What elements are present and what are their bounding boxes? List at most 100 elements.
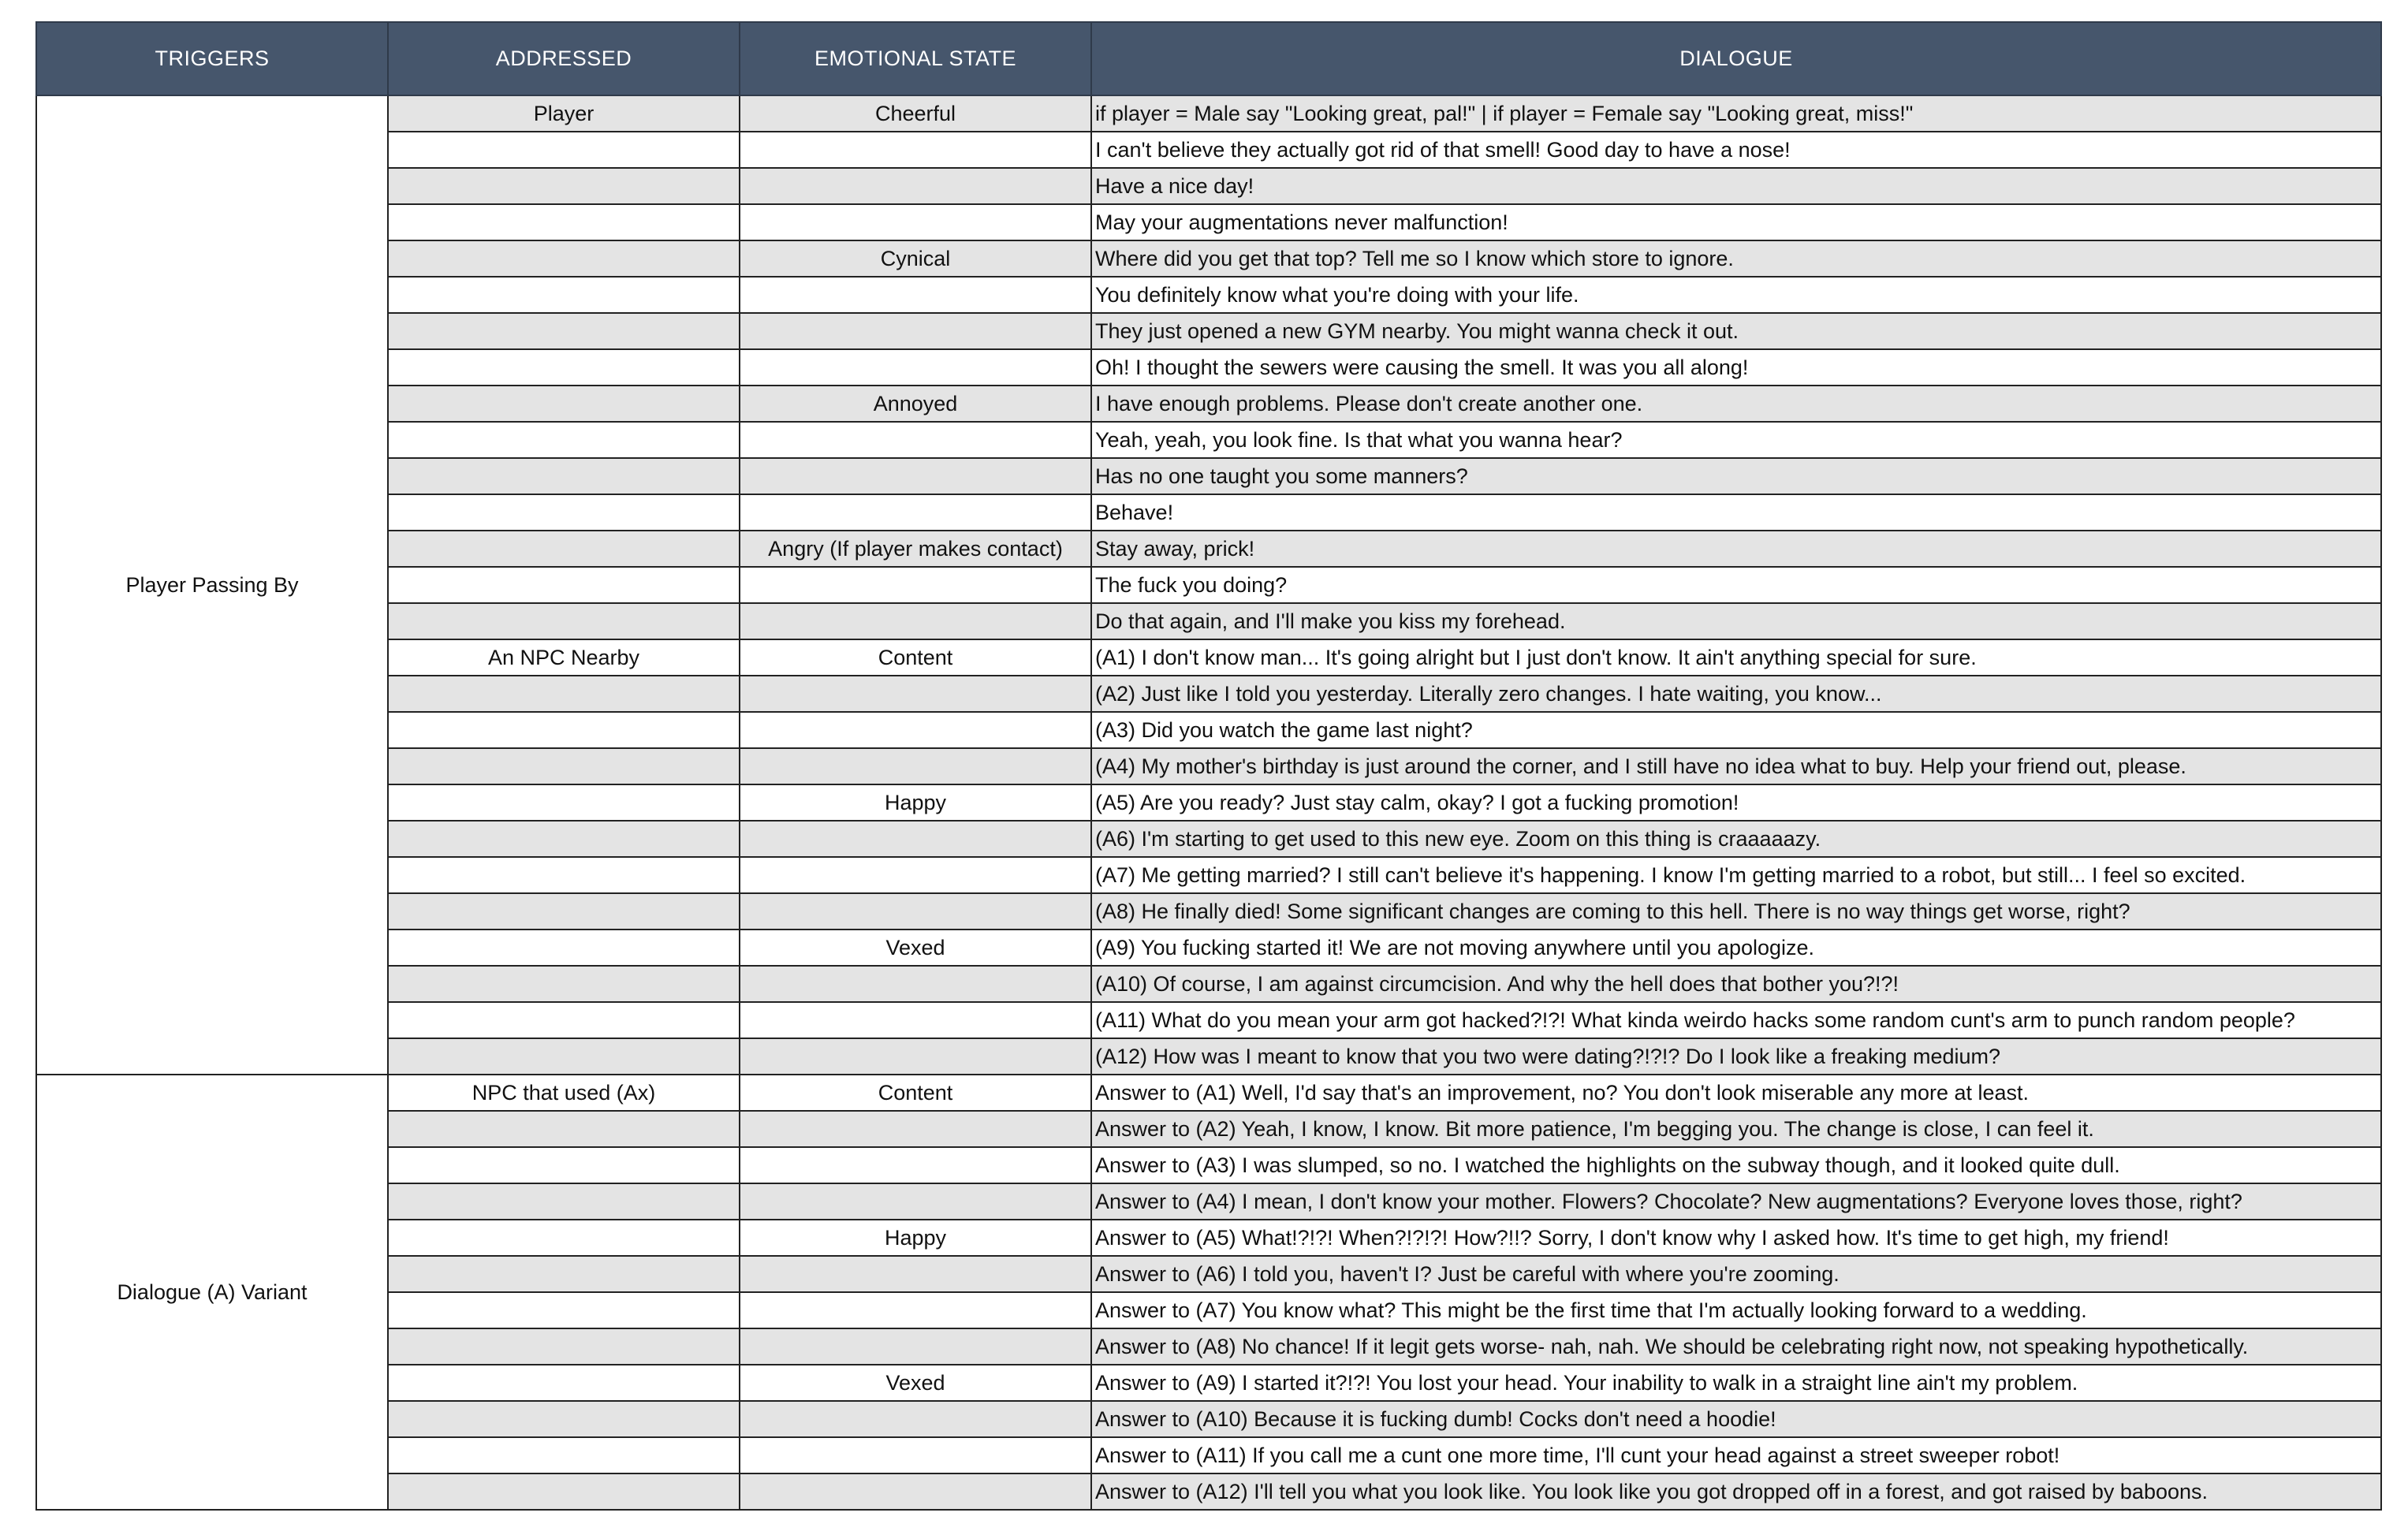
table-row: Answer to (A11) If you call me a cunt on… — [36, 1436, 2382, 1474]
emotional-state-cell: Angry (If player makes contact) — [739, 530, 1092, 568]
table-row: Vexed (A9) You fucking started it! We are… — [36, 929, 2382, 967]
dialogue-cell: (A6) I'm starting to get used to this ne… — [1090, 820, 2382, 858]
table-row: Player Passing By Player Cheerful if player… — [35, 95, 2382, 1075]
dialogue-cell: I have enough problems. Please don't cre… — [1090, 385, 2382, 423]
addressed-cell: An NPC Nearby — [387, 639, 740, 676]
dialogue-table: TRIGGERS ADDRESSED EMOTIONAL STATE DIALO… — [35, 21, 2382, 1511]
emotional-state-cell — [739, 566, 1092, 604]
emotional-state-cell — [739, 1400, 1092, 1438]
emotional-state-cell — [739, 457, 1092, 495]
emotional-state-cell — [739, 711, 1092, 749]
emotional-state-cell: Vexed — [739, 1364, 1092, 1402]
dialogue-cell: Answer to (A1) Well, I'd say that's an i… — [1090, 1074, 2382, 1112]
dialogue-cell: Answer to (A4) I mean, I don't know your… — [1090, 1183, 2382, 1220]
table-row: Has no one taught you some manners? — [36, 457, 2382, 495]
addressed-cell — [387, 675, 740, 713]
emotional-state-cell: Annoyed — [739, 385, 1092, 423]
emotional-state-cell — [739, 1473, 1092, 1511]
emotional-state-cell: Content — [739, 1074, 1092, 1112]
dialogue-cell: Do that again, and I'll make you kiss my… — [1090, 602, 2382, 640]
addressed-cell — [387, 167, 740, 205]
table-row: (A10) Of course, I am against circumcisi… — [36, 965, 2382, 1003]
table-row: (A12) How was I meant to know that you t… — [36, 1038, 2382, 1075]
addressed-cell — [387, 312, 740, 350]
table-row: Cynical Where did you get that top? Tell … — [36, 240, 2382, 278]
addressed-cell — [387, 1473, 740, 1511]
emotional-state-cell — [739, 675, 1092, 713]
table-row: (A8) He finally died! Some significant c… — [36, 892, 2382, 930]
dialogue-cell: Answer to (A6) I told you, haven't I? Ju… — [1090, 1255, 2382, 1293]
dialogue-cell: if player = Male say "Looking great, pal… — [1090, 95, 2382, 132]
dialogue-cell: They just opened a new GYM nearby. You m… — [1090, 312, 2382, 350]
table-row: (A2) Just like I told you yesterday. Lit… — [36, 675, 2382, 713]
table-row: Answer to (A7) You know what? This might… — [36, 1291, 2382, 1329]
emotional-state-cell — [739, 856, 1092, 894]
dialogue-cell: (A7) Me getting married? I still can't b… — [1090, 856, 2382, 894]
addressed-cell — [387, 784, 740, 821]
addressed-cell — [387, 747, 740, 785]
addressed-cell — [387, 711, 740, 749]
table-row: (A4) My mother's birthday is just around… — [36, 747, 2382, 785]
emotional-state-cell: Cynical — [739, 240, 1092, 278]
addressed-cell — [387, 1110, 740, 1148]
table-row: Answer to (A8) No chance! If it legit ge… — [36, 1328, 2382, 1365]
dialogue-cell: (A3) Did you watch the game last night? — [1090, 711, 2382, 749]
table-row: Do that again, and I'll make you kiss my… — [36, 602, 2382, 640]
addressed-cell — [387, 421, 740, 459]
addressed-cell — [387, 1328, 740, 1365]
table-row: Yeah, yeah, you look fine. Is that what … — [36, 421, 2382, 459]
addressed-cell: Player — [387, 95, 740, 132]
dialogue-cell: The fuck you doing? — [1090, 566, 2382, 604]
header-triggers: TRIGGERS — [35, 21, 389, 96]
dialogue-cell: I can't believe they actually got rid of… — [1090, 131, 2382, 169]
addressed-cell — [387, 1400, 740, 1438]
addressed-cell — [387, 820, 740, 858]
addressed-cell — [387, 965, 740, 1003]
table-row: May your augmentations never malfunction… — [36, 203, 2382, 241]
table-row: The fuck you doing? — [36, 566, 2382, 604]
table-row: (A11) What do you mean your arm got hack… — [36, 1001, 2382, 1039]
addressed-cell — [387, 1291, 740, 1329]
table-row: Answer to (A12) I'll tell you what you l… — [36, 1473, 2382, 1511]
emotional-state-cell — [739, 348, 1092, 386]
addressed-cell — [387, 1364, 740, 1402]
emotional-state-cell — [739, 965, 1092, 1003]
addressed-cell — [387, 240, 740, 278]
emotional-state-cell — [739, 312, 1092, 350]
addressed-cell — [387, 566, 740, 604]
emotional-state-cell — [739, 131, 1092, 169]
emotional-state-cell: Cheerful — [739, 95, 1092, 132]
emotional-state-cell — [739, 1291, 1092, 1329]
table-row: I can't believe they actually got rid of… — [36, 131, 2382, 169]
emotional-state-cell — [739, 203, 1092, 241]
table-row: (A7) Me getting married? I still can't b… — [36, 856, 2382, 894]
dialogue-cell: May your augmentations never malfunction… — [1090, 203, 2382, 241]
dialogue-cell: Has no one taught you some manners? — [1090, 457, 2382, 495]
dialogue-cell: You definitely know what you're doing wi… — [1090, 276, 2382, 314]
addressed-cell — [387, 457, 740, 495]
table-row: They just opened a new GYM nearby. You m… — [36, 312, 2382, 350]
table-row: Answer to (A3) I was slumped, so no. I w… — [36, 1146, 2382, 1184]
dialogue-cell: Have a nice day! — [1090, 167, 2382, 205]
table-row: (A6) I'm starting to get used to this ne… — [36, 820, 2382, 858]
emotional-state-cell: Happy — [739, 784, 1092, 821]
dialogue-cell: Answer to (A7) You know what? This might… — [1090, 1291, 2382, 1329]
addressed-cell — [387, 131, 740, 169]
dialogue-cell: Answer to (A10) Because it is fucking du… — [1090, 1400, 2382, 1438]
header-addressed: ADDRESSED — [387, 21, 740, 96]
dialogue-cell: (A2) Just like I told you yesterday. Lit… — [1090, 675, 2382, 713]
addressed-cell — [387, 1146, 740, 1184]
emotional-state-cell — [739, 167, 1092, 205]
dialogue-cell: Behave! — [1090, 494, 2382, 531]
dialogue-cell: (A12) How was I meant to know that you t… — [1090, 1038, 2382, 1075]
table-row: You definitely know what you're doing wi… — [36, 276, 2382, 314]
dialogue-cell: Stay away, prick! — [1090, 530, 2382, 568]
addressed-cell — [387, 1001, 740, 1039]
emotional-state-cell — [739, 494, 1092, 531]
addressed-cell — [387, 348, 740, 386]
emotional-state-cell — [739, 421, 1092, 459]
table-row: Answer to (A2) Yeah, I know, I know. Bit… — [36, 1110, 2382, 1148]
emotional-state-cell — [739, 1110, 1092, 1148]
addressed-cell — [387, 1436, 740, 1474]
header-dialogue: DIALOGUE — [1090, 21, 2382, 96]
